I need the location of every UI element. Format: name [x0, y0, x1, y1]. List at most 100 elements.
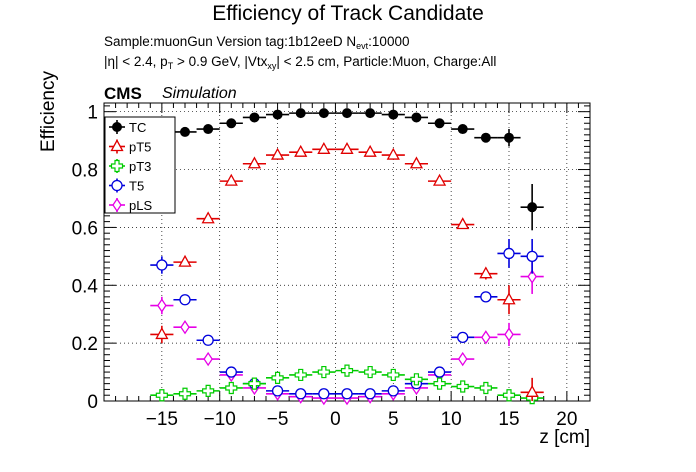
data-point [388, 109, 399, 120]
data-point [341, 388, 353, 400]
data-point [180, 126, 190, 137]
legend-marker [110, 159, 124, 173]
data-point [155, 327, 169, 340]
series-pt5 [150, 141, 544, 401]
subtitle-nevt-value: :10000 [368, 34, 410, 49]
data-point [480, 132, 491, 143]
series-t5 [150, 238, 544, 400]
subtitle-sample-text: Sample:muonGun Version tag:1b12eeD N [104, 34, 357, 49]
x-tick-label: −15 [146, 409, 178, 430]
x-tick-label: −5 [267, 409, 289, 430]
y-tick-label: 0.4 [72, 276, 99, 297]
data-point [409, 156, 424, 169]
simulation-label: Simulation [162, 85, 237, 102]
data-point [386, 147, 400, 160]
cuts-part-eta: |η| < 2.4, p [104, 54, 168, 69]
cms-label: CMS [104, 84, 142, 103]
legend-marker [110, 139, 124, 152]
data-point [225, 366, 237, 378]
data-point [387, 368, 400, 382]
data-point [294, 144, 308, 157]
x-tick-label: 10 [441, 409, 462, 430]
data-point [248, 377, 261, 390]
subtitle-nevt-subscript: evt [356, 41, 369, 51]
data-point [249, 112, 260, 123]
data-point [179, 294, 191, 306]
data-point [317, 365, 330, 379]
data-point [340, 364, 354, 377]
data-point [387, 385, 399, 397]
data-point [318, 388, 330, 400]
data-point [363, 144, 377, 157]
data-point [226, 118, 237, 129]
y-tick-label: 1 [87, 103, 98, 124]
data-point [364, 365, 377, 379]
data-point [272, 109, 283, 120]
data-point [178, 387, 192, 400]
x-tick-label: 0 [330, 409, 341, 430]
data-point [456, 217, 470, 230]
legend: TC pT5 pT3 T5 pLS [104, 116, 176, 214]
data-point [202, 384, 215, 397]
cuts-sub-xy: xy [267, 61, 277, 71]
data-point [481, 330, 491, 345]
legend-marker [112, 197, 122, 213]
chart-title: Efficiency of Track Candidate [212, 2, 484, 25]
x-axis-label: z [cm] [539, 427, 590, 448]
legend-label: pT3 [129, 159, 151, 174]
data-point [295, 388, 307, 400]
data-point [525, 384, 539, 397]
legend-label: pT5 [129, 140, 151, 155]
data-point [479, 266, 493, 279]
data-point [502, 389, 516, 402]
data-point [527, 269, 537, 284]
data-point [364, 388, 376, 400]
data-point [479, 381, 492, 395]
data-point [201, 211, 215, 224]
data-point [225, 381, 238, 395]
data-point [271, 371, 284, 384]
y-tick-label: 0.2 [72, 334, 98, 355]
y-tick-label: 0.8 [72, 161, 98, 182]
data-point [295, 108, 306, 119]
data-point [157, 298, 167, 313]
data-point [480, 291, 492, 303]
data-point [317, 141, 331, 154]
data-point [432, 173, 447, 186]
data-point [503, 247, 515, 260]
data-point [433, 366, 446, 378]
x-tick-label: 20 [556, 409, 577, 430]
cuts-sub-t: T [167, 61, 174, 71]
data-point [180, 320, 190, 335]
y-tick-label: 0.6 [72, 218, 98, 239]
data-point [203, 351, 213, 367]
cuts-part-pt: > 0.9 GeV, |Vtx [173, 54, 268, 69]
legend-marker [112, 122, 122, 132]
data-point [202, 334, 214, 346]
data-point [502, 292, 516, 305]
data-point [270, 147, 285, 160]
chart-subtitle-cuts: |η| < 2.4, pT > 0.9 GeV, |Vtxxy| < 2.5 c… [104, 54, 496, 71]
data-point [203, 124, 214, 135]
x-tick-label: 15 [498, 409, 519, 430]
data-point [457, 351, 468, 367]
legend-label: T5 [129, 179, 144, 194]
data-point [411, 112, 422, 123]
data-point [526, 250, 538, 262]
data-point [224, 173, 238, 186]
data-point [318, 108, 329, 119]
legend-marker [111, 179, 123, 192]
legend-label: TC [129, 120, 146, 135]
data-point [156, 259, 168, 271]
data-point [410, 373, 423, 386]
data-point [155, 389, 168, 402]
legend-label: pLS [129, 198, 152, 213]
data-point [247, 156, 262, 169]
data-point [340, 141, 354, 154]
cuts-part-particle: | < 2.5 cm, Particle:Muon, Charge:All [276, 54, 497, 69]
data-point [457, 124, 468, 135]
data-point [434, 118, 445, 129]
data-point [365, 108, 376, 119]
series-pt3 [150, 364, 544, 405]
